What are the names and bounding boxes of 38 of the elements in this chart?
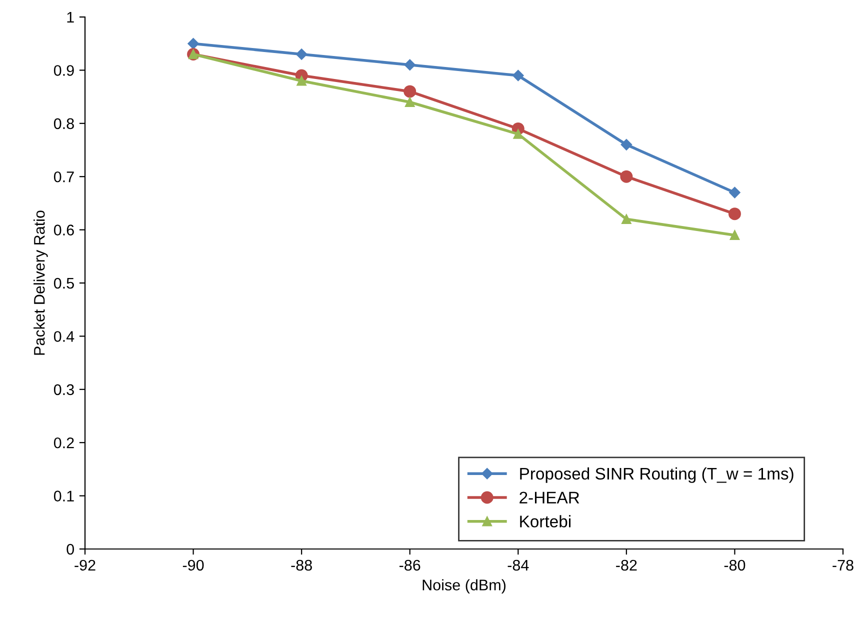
x-tick-label: -84 [508,560,529,571]
y-tick-label: 0.8 [54,118,74,130]
point [188,38,199,50]
point [620,139,632,150]
legend-label: 2-HEAR [520,492,580,504]
point [728,208,741,220]
point [513,129,524,139]
y-tick-label: 0.6 [54,224,74,236]
x-tick-label: -82 [616,560,637,571]
x-tick-label: -90 [182,560,204,571]
point [730,230,740,240]
point [512,70,524,82]
x-tick-label: -78 [832,560,854,571]
point [404,97,415,107]
y-axis-title: Packet Delivery Ratio [34,210,48,355]
y-tick-label: 0.1 [54,490,74,502]
y-tick-label: 0.5 [54,278,74,289]
legend-label: Kortebi [520,515,570,528]
legend-label: Proposed SINR Routing (T_w = 1ms) [520,467,794,483]
y-tick-label: 0.9 [54,65,74,76]
y-tick-label: 0 [66,544,74,555]
point [296,76,306,86]
point [622,214,632,224]
y-tick-label: 0.7 [54,171,74,182]
y-tick-label: 0.2 [54,437,74,448]
y-tick-label: 0.3 [54,384,74,396]
point [296,48,308,60]
point [729,186,740,198]
x-tick-label: -86 [399,560,420,571]
y-tick-label: 1 [67,12,74,23]
point [620,170,633,183]
x-axis-title: Noise (dBm) [422,579,506,594]
point [404,59,416,70]
point [404,85,416,98]
y-tick-label: 0.4 [54,331,74,342]
x-tick-label: -80 [724,560,746,571]
x-tick-label: -92 [74,560,96,571]
x-tick-label: -88 [291,560,312,571]
